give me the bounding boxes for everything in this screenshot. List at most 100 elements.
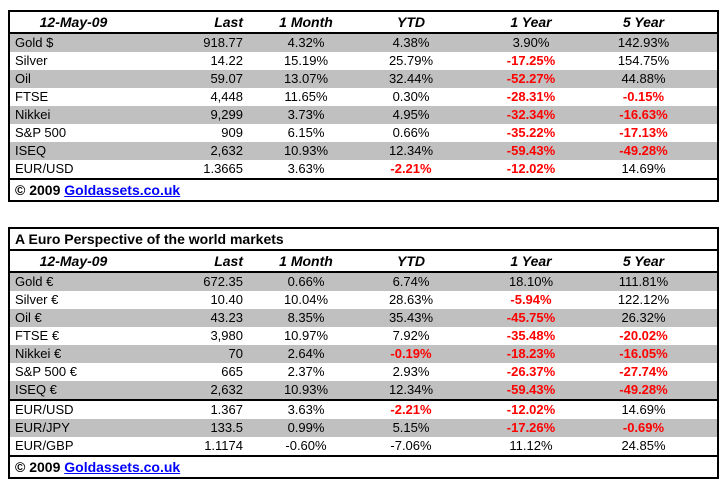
one-month-value: 15.19% (283, 53, 329, 68)
instrument-label: EUR/GBP (15, 438, 74, 453)
table-row-ftse-eur: FTSE € 3,980 10.97% 7.92% -35.48% -20.02… (9, 327, 718, 345)
footer-row: © 2009 Goldassets.co.uk (9, 178, 718, 201)
one-year-value: -12.02% (506, 161, 556, 176)
five-year-value: -0.69% (622, 420, 665, 435)
ytd-value: -7.06% (390, 438, 432, 453)
spacer-cell (686, 106, 718, 124)
ytd-value: 5.15% (392, 420, 430, 435)
spacer-cell (686, 363, 718, 381)
spacer-cell (686, 52, 718, 70)
goldassets-link[interactable]: Goldassets.co.uk (64, 182, 181, 198)
ytd-value: 2.93% (392, 364, 430, 379)
spacer-cell (686, 160, 718, 179)
last-value: 2,632 (210, 382, 243, 397)
footer-row: © 2009 Goldassets.co.uk (9, 455, 719, 478)
last-value: 1.1174 (204, 438, 243, 453)
last-value: 3,980 (210, 328, 243, 343)
last-value: 909 (221, 125, 243, 140)
instrument-label: Oil € (15, 310, 42, 325)
instrument-label: S&P 500 € (15, 364, 77, 379)
last-value: 9,299 (210, 107, 243, 122)
last-value: 672.35 (203, 274, 243, 289)
instrument-label: Silver € (15, 292, 59, 307)
spacer-cell (686, 291, 718, 309)
last-value: 70 (228, 346, 243, 361)
one-month-value: 11.65% (284, 89, 328, 104)
spacer-cell (686, 399, 719, 419)
copyright-text: © 2009 (15, 459, 61, 475)
five-year-value: 14.69% (601, 399, 686, 419)
last-value: 59.07 (210, 71, 243, 86)
column-header-last: Last (137, 250, 251, 273)
table-row-iseq-eur: ISEQ € 2,632 10.93% 12.34% -59.43% -49.2… (9, 381, 719, 400)
header-row: 12-May-09 Last 1 Month YTD 1 Year 5 Year (9, 250, 719, 273)
one-year-value: -32.34% (506, 107, 556, 122)
five-year-value: -17.13% (619, 125, 668, 140)
table-row-ftse: FTSE 4,448 11.65% 0.30% -28.31% -0.15% (9, 88, 718, 106)
spacer-cell (686, 250, 719, 273)
instrument-label: Gold $ (15, 35, 54, 50)
one-year-value: -26.37% (506, 364, 556, 379)
five-year-value: 26.32% (621, 310, 666, 325)
ytd-value: -0.19% (390, 346, 432, 361)
one-month-value: 10.97% (283, 328, 329, 343)
table-row-iseq: ISEQ 2,632 10.93% 12.34% -59.43% -49.28% (9, 142, 718, 160)
table-row-silver-eur: Silver € 10.40 10.04% 28.63% -5.94% 122.… (9, 291, 718, 309)
one-year-value: 18.10% (508, 274, 554, 289)
goldassets-link[interactable]: Goldassets.co.uk (64, 459, 181, 475)
one-year-value: -17.26% (506, 420, 556, 435)
usd-markets-table: 12-May-09 Last 1 Month YTD 1 Year 5 Year… (8, 10, 719, 202)
spacer-cell (686, 345, 718, 363)
table-row-gold-eur: Gold € 672.35 0.66% 6.74% 18.10% 111.81% (9, 272, 719, 291)
instrument-label: S&P 500 (15, 125, 67, 140)
five-year-value: -49.28% (619, 382, 668, 397)
ytd-value: 12.34% (388, 382, 434, 397)
copyright-text: © 2009 (15, 182, 61, 198)
spacer-cell (686, 437, 718, 456)
one-year-value: -59.43% (506, 382, 556, 397)
table-row-silver: Silver 14.22 15.19% 25.79% -17.25% 154.7… (9, 52, 718, 70)
ytd-value: 28.63% (388, 292, 434, 307)
ytd-value: 12.34% (388, 143, 434, 158)
spacer-cell (686, 11, 718, 34)
one-month-value: 10.93% (283, 143, 329, 158)
five-year-value: -49.28% (619, 143, 668, 158)
five-year-value: 24.85% (621, 438, 666, 453)
one-month-value: 2.64% (287, 346, 325, 361)
one-year-value: -35.22% (506, 125, 556, 140)
table-row-sp500: S&P 500 909 6.15% 0.66% -35.22% -17.13% (9, 124, 718, 142)
ytd-value: 6.74% (392, 274, 430, 289)
column-header-last: Last (137, 11, 251, 34)
one-year-value: -45.75% (506, 310, 556, 325)
column-header-date: 12-May-09 (9, 11, 137, 34)
column-header-1-month: 1 Month (251, 250, 361, 273)
one-year-value: -52.27% (506, 71, 556, 86)
last-value: 918.77 (203, 35, 243, 50)
spacer-cell (686, 272, 718, 291)
table-row-eurjpy: EUR/JPY 133.5 0.99% 5.15% -17.26% -0.69% (9, 419, 719, 437)
one-month-value: 3.73% (287, 107, 325, 122)
column-header-1-month: 1 Month (251, 11, 361, 34)
one-month-value: 3.63% (287, 161, 325, 176)
one-year-value: -5.94% (510, 292, 552, 307)
one-month-value: 4.32% (287, 35, 325, 50)
spacer-cell (686, 124, 718, 142)
title-row: A Euro Perspective of the world markets (9, 228, 719, 251)
ytd-value: 4.38% (392, 35, 430, 50)
instrument-label: EUR/USD (9, 399, 137, 419)
column-header-ytd: YTD (361, 11, 461, 34)
five-year-value: -0.15% (622, 89, 665, 104)
one-month-value: 10.04% (283, 292, 329, 307)
five-year-value: 44.88% (621, 71, 666, 86)
instrument-label: Nikkei € (15, 346, 62, 361)
instrument-label: Oil (15, 71, 31, 86)
one-year-value: -59.43% (506, 143, 556, 158)
ytd-value: 4.95% (392, 107, 430, 122)
instrument-label: FTSE (15, 89, 49, 104)
last-value: 43.23 (210, 310, 243, 325)
one-year-value: -12.02% (461, 399, 601, 419)
five-year-value: 122.12% (617, 292, 670, 307)
table-row-sp500-eur: S&P 500 € 665 2.37% 2.93% -26.37% -27.74… (9, 363, 718, 381)
ytd-value: 0.30% (392, 89, 430, 104)
